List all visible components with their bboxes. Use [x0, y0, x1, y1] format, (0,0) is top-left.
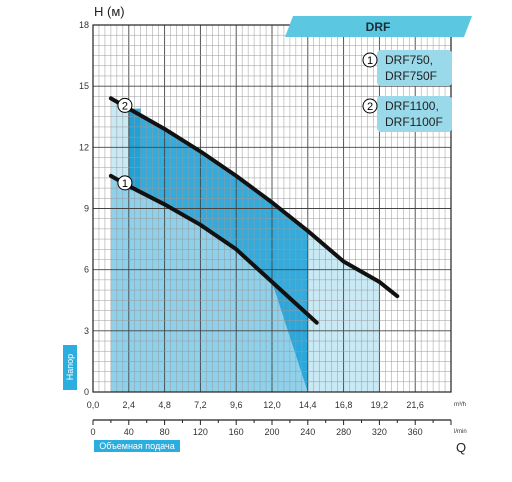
- y-tick-label: 3: [84, 326, 89, 336]
- x-tick-label-lmin: 240: [300, 427, 315, 437]
- range-fill-dark: [128, 108, 308, 392]
- y-tick-label: 12: [79, 142, 89, 152]
- x-unit-top: m³/h: [454, 402, 466, 408]
- y-tick-label: 6: [84, 265, 89, 275]
- x-tick-label-lmin: 80: [160, 427, 170, 437]
- legend-entry-line: DRF750,: [385, 53, 433, 67]
- curve-marker-label-2: 2: [122, 100, 128, 112]
- x-tick-label-lmin: 120: [193, 427, 208, 437]
- legend-box: [377, 96, 452, 132]
- chart-title: DRF: [366, 20, 391, 34]
- x-tick-label-lmin: 280: [336, 427, 351, 437]
- y-tick-label: 18: [79, 20, 89, 30]
- y-tick-label: 0: [84, 387, 89, 397]
- curve-series-2: [108, 96, 400, 299]
- legend-marker-label: 2: [367, 101, 373, 113]
- x-tick-label-m3h: 12,0: [263, 400, 281, 410]
- x-tick-label-lmin: 360: [408, 427, 423, 437]
- x-unit-bottom: l/min: [454, 429, 467, 435]
- x-tick-label-m3h: 16,8: [335, 400, 353, 410]
- x-tick-label-m3h: 2,4: [123, 400, 136, 410]
- legend-entry-line: DRF1100F: [385, 115, 443, 129]
- x-tick-label-m3h: 14,4: [299, 400, 317, 410]
- legend-marker-label: 1: [367, 55, 373, 67]
- legend-entry-line: DRF1100,: [385, 99, 439, 113]
- legend: 1 DRF750, DRF750F 2 DRF1100, DRF1100F: [362, 50, 452, 132]
- y-tick-label: 15: [79, 81, 89, 91]
- x-tick-label-m3h: 21,6: [406, 400, 424, 410]
- x-tick-label-m3h: 9,6: [230, 400, 243, 410]
- x-tick-label-lmin: 160: [229, 427, 244, 437]
- curve-series-1: [108, 173, 319, 325]
- x-tick-label-m3h: 19,2: [371, 400, 389, 410]
- curve-marker-2: [117, 97, 133, 113]
- pump-curves: 12: [108, 96, 400, 325]
- legend-entry-line: DRF750F: [385, 69, 437, 83]
- x-tick-label-m3h: 4,8: [158, 400, 171, 410]
- legend-marker: [362, 98, 378, 114]
- operating-range-fills: [110, 98, 380, 393]
- y-tick-label: 9: [84, 204, 89, 214]
- y-side-label: Напор: [63, 345, 77, 390]
- range-fill-mid: [110, 175, 308, 392]
- y-axis-title: H (м): [94, 4, 125, 19]
- y-side-label-text: Напор: [65, 354, 75, 380]
- title-banner: [285, 16, 472, 37]
- x-tick-label-m3h: 7,2: [194, 400, 207, 410]
- x-unit-label: Q: [456, 440, 466, 455]
- x-side-label-text: Объемная подача: [99, 441, 174, 451]
- plot-frame: [92, 24, 452, 393]
- x-tick-label-lmin: 0: [90, 427, 95, 437]
- x-tick-label-lmin: 200: [264, 427, 279, 437]
- x-tick-label-m3h: 0,0: [87, 400, 100, 410]
- curve-marker-label-1: 1: [122, 178, 128, 190]
- x-tick-label-lmin: 320: [372, 427, 387, 437]
- legend-marker: [362, 52, 378, 68]
- curve-marker-1: [117, 175, 133, 191]
- legend-box: [377, 50, 452, 86]
- x-side-label: Объемная подача: [94, 440, 180, 452]
- x-tick-label-lmin: 40: [124, 427, 134, 437]
